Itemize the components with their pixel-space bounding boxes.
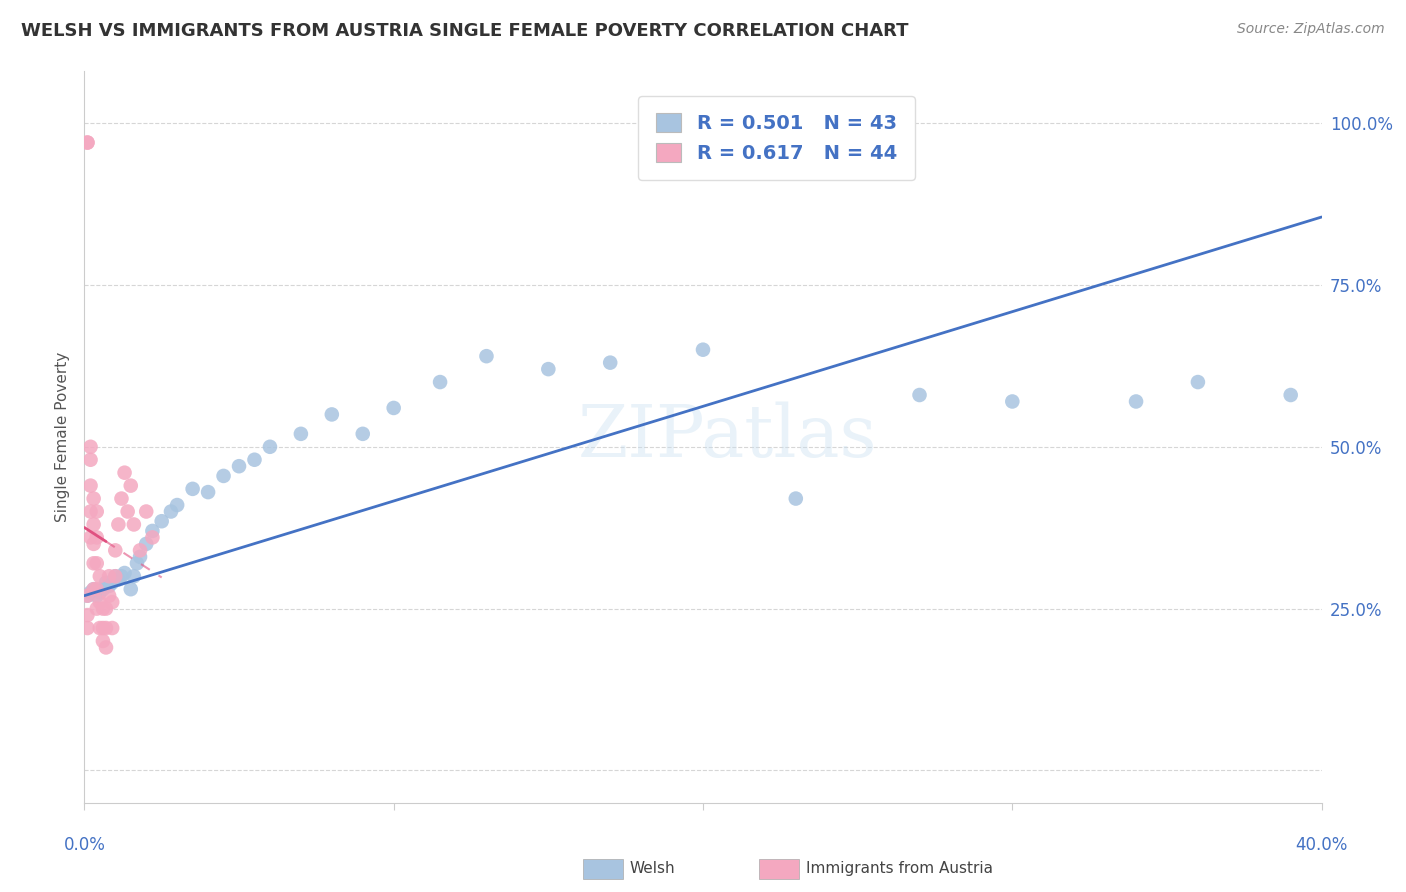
Point (83, 582, 105, 597)
Point (98, 569, 121, 583)
Point (86, 504, 108, 518)
Point (94, 575, 117, 590)
Point (104, 569, 127, 583)
Text: ZIPatlas: ZIPatlas (578, 401, 877, 473)
Point (125, 557, 148, 571)
Point (83, 557, 105, 571)
Point (86, 601, 108, 615)
Text: Source: ZipAtlas.com: Source: ZipAtlas.com (1237, 22, 1385, 37)
Point (94, 640, 117, 655)
Point (76, 589, 98, 603)
Point (107, 517, 129, 532)
Point (181, 482, 204, 496)
Point (129, 543, 152, 558)
Point (91, 634, 114, 648)
Point (259, 440, 281, 454)
Point (1125, 394, 1147, 409)
Point (382, 401, 405, 415)
Point (76, 136, 98, 150)
Point (110, 569, 132, 583)
Text: 40.0%: 40.0% (1295, 836, 1348, 854)
Point (94, 621, 117, 635)
Point (122, 517, 145, 532)
Point (79, 440, 101, 454)
Point (76, 621, 98, 635)
Point (89, 585, 111, 599)
Point (135, 504, 157, 518)
Point (228, 459, 250, 474)
Point (117, 504, 139, 518)
Y-axis label: Single Female Poverty: Single Female Poverty (55, 352, 70, 522)
Legend: R = 0.501   N = 43, R = 0.617   N = 44: R = 0.501 N = 43, R = 0.617 N = 44 (638, 95, 914, 180)
Point (91, 601, 114, 615)
Point (290, 426, 312, 441)
Point (83, 582, 105, 597)
Point (537, 362, 560, 376)
Point (692, 343, 714, 357)
Point (135, 537, 157, 551)
Point (83, 537, 105, 551)
Point (98, 589, 121, 603)
Point (243, 452, 266, 467)
Point (86, 582, 108, 597)
Point (104, 543, 127, 558)
Point (89, 569, 111, 583)
Point (86, 589, 108, 603)
Point (79, 478, 101, 492)
Point (107, 573, 129, 587)
Point (76, 608, 98, 623)
Point (166, 498, 188, 512)
Point (79, 504, 101, 518)
Point (599, 356, 621, 370)
Point (89, 621, 111, 635)
Point (212, 469, 235, 483)
Point (120, 478, 142, 492)
Point (352, 426, 374, 441)
Point (86, 530, 108, 544)
Point (89, 595, 111, 609)
Point (76, 589, 98, 603)
Point (101, 575, 124, 590)
Point (1187, 375, 1209, 389)
Point (114, 466, 136, 480)
Point (1001, 394, 1024, 409)
Point (83, 517, 105, 532)
Point (91, 621, 114, 635)
Point (141, 524, 163, 538)
Point (141, 530, 163, 544)
Point (197, 485, 219, 500)
Point (321, 408, 343, 422)
Point (785, 491, 807, 506)
Point (429, 375, 451, 389)
Point (475, 349, 498, 363)
Point (1279, 388, 1302, 402)
Point (122, 569, 145, 583)
Point (98, 579, 121, 593)
Point (79, 585, 101, 599)
Point (76, 136, 98, 150)
Point (114, 566, 136, 580)
Point (129, 549, 152, 564)
Point (120, 582, 142, 597)
Point (79, 530, 101, 544)
Point (908, 388, 931, 402)
Text: 0.0%: 0.0% (63, 836, 105, 854)
Point (101, 621, 124, 635)
Point (160, 504, 183, 518)
Point (79, 452, 101, 467)
Point (101, 595, 124, 609)
Text: Immigrants from Austria: Immigrants from Austria (806, 862, 993, 876)
Point (104, 569, 127, 583)
Point (91, 582, 114, 597)
Text: Welsh: Welsh (630, 862, 675, 876)
Point (94, 601, 117, 615)
Point (86, 557, 108, 571)
Point (150, 514, 173, 528)
Point (110, 491, 132, 506)
Point (83, 491, 105, 506)
Text: WELSH VS IMMIGRANTS FROM AUSTRIA SINGLE FEMALE POVERTY CORRELATION CHART: WELSH VS IMMIGRANTS FROM AUSTRIA SINGLE … (21, 22, 908, 40)
